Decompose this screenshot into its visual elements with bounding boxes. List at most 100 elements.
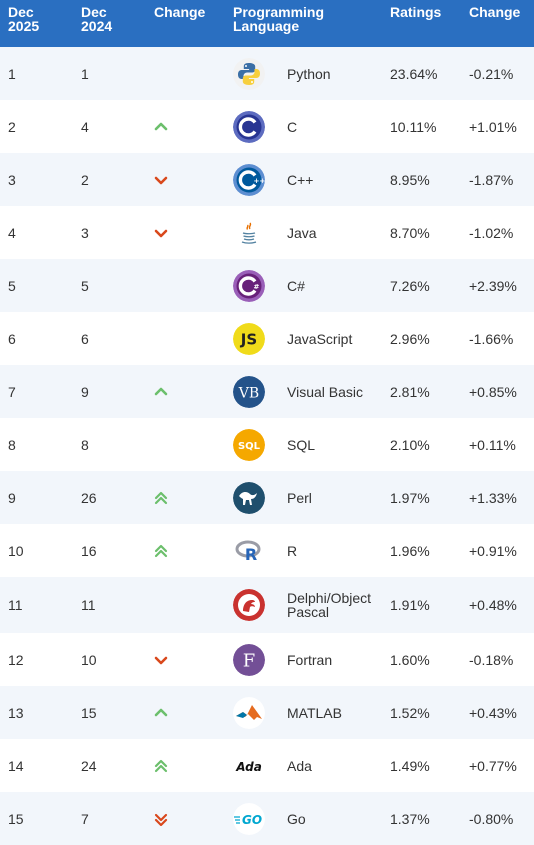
table-row: 12 10 F Fortran 1.60% -0.18% (0, 633, 534, 686)
language-name[interactable]: Fortran (287, 651, 333, 668)
rating-change-value: +0.85% (469, 383, 517, 400)
rank-now: 13 (8, 704, 24, 721)
header-rank-prev[interactable]: Dec 2024 (73, 0, 146, 47)
language-cell: GO Go (225, 792, 382, 845)
rank-prev-cell: 2 (73, 153, 146, 206)
matlab-logo (233, 696, 265, 729)
rank-prev: 2 (81, 171, 89, 188)
rating-change-value: +0.48% (469, 597, 517, 613)
svg-text:R: R (245, 545, 257, 564)
python-logo (233, 57, 265, 90)
rating-change-cell: -0.21% (461, 47, 534, 100)
table-row: 10 16 R R 1.96% +0.91% (0, 524, 534, 577)
language-name[interactable]: Perl (287, 489, 312, 506)
rating-cell: 1.37% (382, 792, 461, 845)
rank-prev: 11 (81, 597, 96, 613)
rating-value: 1.60% (390, 651, 430, 668)
language-name[interactable]: Java (287, 224, 317, 241)
language-name[interactable]: Ada (287, 757, 312, 774)
language-cell: R R (225, 524, 382, 577)
language-name[interactable]: JavaScript (287, 330, 353, 347)
header-rating-change[interactable]: Change (461, 0, 534, 47)
header-change[interactable]: Change (146, 0, 225, 47)
language-name[interactable]: R (287, 542, 298, 559)
language-cell: # C# (225, 259, 382, 312)
language-name[interactable]: C++ (287, 171, 314, 188)
rating-change-value: -1.66% (469, 330, 514, 347)
language-cell: Ada Ada (225, 739, 382, 792)
language-cell: JS JavaScript (225, 312, 382, 365)
trend-cell (146, 47, 225, 100)
java-logo (233, 216, 265, 249)
trend-cell (146, 100, 225, 153)
rank-prev-cell: 4 (73, 100, 146, 153)
header-row: Dec 2025 Dec 2024 Change Programming Lan… (0, 0, 534, 47)
language-name[interactable]: MATLAB (287, 704, 342, 721)
rating-change-cell: -1.87% (461, 153, 534, 206)
trend-cell (146, 633, 225, 686)
rank-now-cell: 1 (0, 47, 73, 100)
trend-cell (146, 259, 225, 312)
language-name[interactable]: Visual Basic (287, 383, 364, 400)
header-rank-now[interactable]: Dec 2025 (0, 0, 73, 47)
svg-text:#: # (254, 283, 260, 291)
rank-now-cell: 6 (0, 312, 73, 365)
rank-now-cell: 9 (0, 471, 73, 524)
chevron-up-icon (154, 706, 168, 720)
rating-value: 8.95% (390, 171, 430, 188)
trend-cell (146, 577, 225, 633)
trend-cell (146, 418, 225, 471)
table-row: 15 7 GO Go 1.37% -0.80% (0, 792, 534, 845)
chevron-up-icon (154, 385, 168, 399)
language-cell: SQL SQL (225, 418, 382, 471)
rank-prev-cell: 9 (73, 365, 146, 418)
language-cell: Delphi/Object Pascal (225, 577, 382, 633)
rating-value: 1.97% (390, 489, 430, 506)
rating-change-value: +0.11% (469, 436, 516, 453)
svg-text:Ada: Ada (235, 760, 262, 774)
language-name[interactable]: C (287, 118, 298, 135)
table-row: 5 5 # C# 7.26% +2.39% (0, 259, 534, 312)
language-name[interactable]: SQL (287, 436, 316, 453)
double-chevron-up-icon (154, 491, 168, 505)
javascript-logo: JS (233, 322, 265, 355)
rating-change-cell: +0.11% (461, 418, 534, 471)
svg-text:SQL: SQL (238, 441, 261, 452)
rank-now-cell: 4 (0, 206, 73, 259)
rank-prev-cell: 26 (73, 471, 146, 524)
table-row: 7 9 VB Visual Basic 2.81% +0.85% (0, 365, 534, 418)
chevron-up-icon (154, 120, 168, 134)
rank-prev-cell: 3 (73, 206, 146, 259)
header-ratings[interactable]: Ratings (382, 0, 461, 47)
table-row: 3 2 ++ C++ 8.95% -1.87% (0, 153, 534, 206)
rating-change-cell: -1.66% (461, 312, 534, 365)
rating-cell: 2.96% (382, 312, 461, 365)
rating-change-value: +0.43% (469, 704, 517, 721)
rank-now-cell: 12 (0, 633, 73, 686)
rank-now-cell: 11 (0, 577, 73, 633)
language-name[interactable]: Delphi/Object Pascal (287, 590, 372, 620)
rating-cell: 1.60% (382, 633, 461, 686)
table-row: 2 4 C 10.11% +1.01% (0, 100, 534, 153)
rank-prev: 3 (81, 224, 89, 241)
rank-now-cell: 3 (0, 153, 73, 206)
svg-text:VB: VB (238, 385, 259, 401)
language-name[interactable]: Go (287, 810, 306, 827)
rating-change-cell: +0.85% (461, 365, 534, 418)
rank-prev-cell: 15 (73, 686, 146, 739)
language-name[interactable]: Python (287, 65, 331, 82)
header-language[interactable]: Programming Language (225, 0, 382, 47)
rank-prev: 16 (81, 542, 97, 559)
rating-change-cell: -1.02% (461, 206, 534, 259)
double-chevron-down-icon (154, 812, 168, 826)
rating-change-value: +1.33% (469, 489, 517, 506)
rank-prev: 26 (81, 489, 97, 506)
rank-now: 1 (8, 65, 16, 82)
rank-prev-cell: 1 (73, 47, 146, 100)
rating-change-value: +1.01% (469, 118, 517, 135)
rating-value: 8.70% (390, 224, 430, 241)
rank-now: 10 (8, 542, 24, 559)
rating-change-value: +2.39% (469, 277, 517, 294)
language-name[interactable]: C# (287, 277, 305, 294)
